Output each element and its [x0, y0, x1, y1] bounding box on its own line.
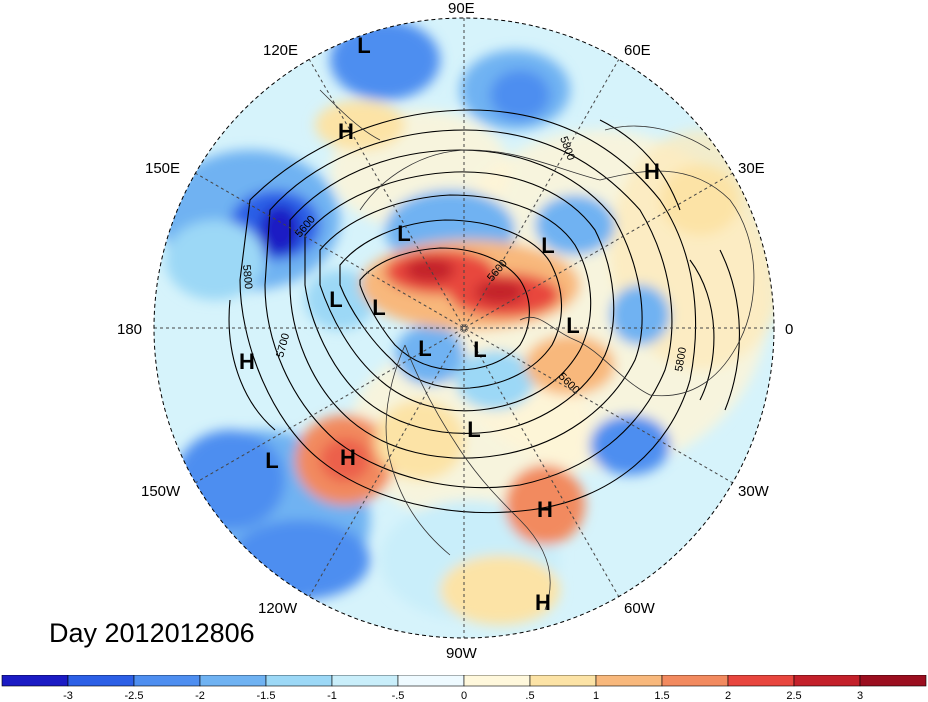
- svg-text:60E: 60E: [624, 42, 651, 59]
- pressure-center: L: [467, 417, 480, 442]
- pressure-center: H: [340, 445, 356, 470]
- svg-text:150W: 150W: [141, 483, 181, 500]
- pressure-center-extra: L: [265, 448, 278, 473]
- colorbar-box: [661, 675, 729, 687]
- colorbar-tick-label: 1.5: [654, 690, 669, 702]
- colorbar-tick-label: -2.5: [125, 690, 144, 702]
- colorbar-box: [727, 675, 795, 687]
- colorbar-boxes: [1, 675, 927, 687]
- pressure-center: L: [329, 287, 342, 312]
- anomaly-field: 5800 5600 5800 5700 5600 5800 5600: [154, 18, 774, 638]
- colorbar-box: [265, 675, 333, 687]
- pressure-center: L: [397, 221, 410, 246]
- colorbar-box: [397, 675, 465, 687]
- pressure-center: L: [541, 233, 554, 258]
- day-title: Day 2012012806: [49, 618, 255, 648]
- svg-text:5800: 5800: [240, 264, 254, 289]
- svg-text:90E: 90E: [448, 0, 475, 17]
- pressure-center: L: [473, 337, 486, 362]
- svg-text:150E: 150E: [145, 160, 180, 177]
- svg-text:0: 0: [785, 321, 793, 338]
- svg-text:60W: 60W: [624, 600, 656, 617]
- colorbar-tick-label: -1.5: [257, 690, 276, 702]
- colorbar-box: [67, 675, 135, 687]
- svg-text:180: 180: [117, 321, 142, 338]
- svg-text:120W: 120W: [258, 600, 298, 617]
- colorbar-tick-label: -1: [327, 690, 337, 702]
- colorbar-box: [1, 675, 69, 687]
- colorbar-tick-label: 0: [461, 690, 467, 702]
- colorbar-box: [133, 675, 201, 687]
- pressure-center: H: [535, 590, 551, 615]
- pressure-center: L: [357, 33, 370, 58]
- colorbar-box: [331, 675, 399, 687]
- pressure-centers: L H H L L L L L L L H L H H H: [239, 33, 660, 615]
- pressure-center: L: [418, 336, 431, 361]
- graticule: [154, 18, 774, 638]
- pressure-center: L: [372, 295, 385, 320]
- svg-text:5800: 5800: [673, 346, 689, 372]
- colorbar-tick-label: .5: [525, 690, 534, 702]
- colorbar-tick-label: 3: [857, 690, 863, 702]
- colorbar-box: [595, 675, 663, 687]
- coastlines: [319, 89, 755, 611]
- pressure-center: H: [338, 119, 354, 144]
- svg-text:30E: 30E: [738, 160, 765, 177]
- pressure-center: H: [537, 497, 553, 522]
- pressure-center: H: [239, 349, 255, 374]
- svg-text:30W: 30W: [738, 483, 770, 500]
- colorbar-tick-label: -.5: [392, 690, 405, 702]
- pressure-center: H: [644, 159, 660, 184]
- colorbar-box: [793, 675, 861, 687]
- colorbar-box: [199, 675, 267, 687]
- colorbar-tick-label: -3: [63, 690, 73, 702]
- svg-text:90W: 90W: [446, 645, 478, 662]
- colorbar-tick-label: 2: [725, 690, 731, 702]
- colorbar-tick-label: 2.5: [786, 690, 801, 702]
- pressure-center: L: [566, 313, 579, 338]
- colorbar-tick-label: 1: [593, 690, 599, 702]
- svg-text:120E: 120E: [263, 42, 298, 59]
- colorbar-box: [529, 675, 597, 687]
- colorbar-box: [859, 675, 927, 687]
- colorbar-tick-labels: -3 -2.5 -2 -1.5 -1 -.5 0 .5 1 1.5 2 2.5 3: [63, 690, 863, 702]
- colorbar-box: [463, 675, 531, 687]
- longitude-labels: 90E 60E 30E 0 30W 60W 90W 120W 150W 180 …: [117, 0, 793, 662]
- colorbar-tick-label: -2: [195, 690, 205, 702]
- colorbar: -3 -2.5 -2 -1.5 -1 -.5 0 .5 1 1.5 2 2.5 3: [1, 675, 927, 702]
